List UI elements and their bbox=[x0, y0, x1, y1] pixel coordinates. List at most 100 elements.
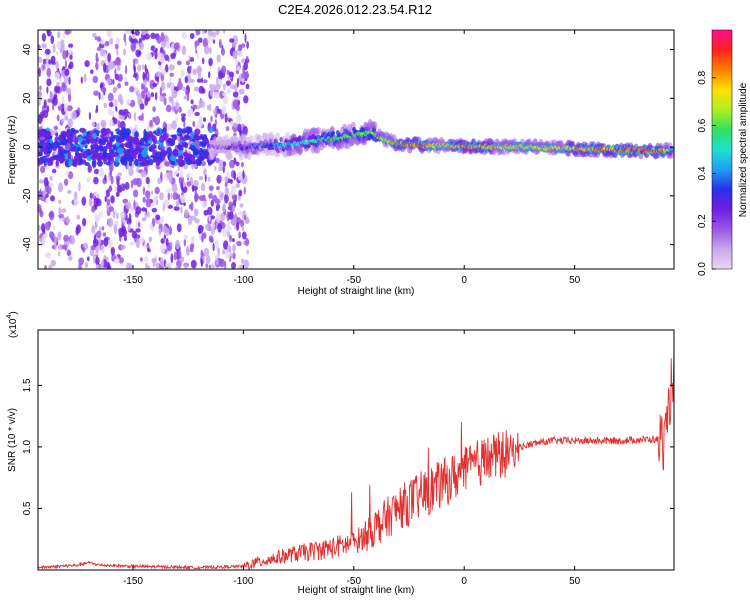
noise-cell bbox=[114, 68, 117, 76]
noise-cell bbox=[117, 119, 121, 130]
noise-cell bbox=[100, 87, 107, 93]
noise-cell bbox=[95, 57, 99, 63]
noise-cell bbox=[237, 50, 243, 57]
noise-cell bbox=[207, 161, 212, 166]
noise-cell bbox=[178, 250, 182, 260]
noise-cell bbox=[216, 206, 219, 212]
noise-cell bbox=[217, 175, 222, 181]
noise-cell bbox=[60, 39, 65, 49]
colorbar-tick-label: 0.2 bbox=[697, 214, 708, 228]
noise-cell bbox=[133, 65, 136, 75]
noise-cell bbox=[83, 73, 87, 83]
noise-cell bbox=[67, 256, 73, 261]
noise-cell bbox=[205, 254, 211, 265]
noise-cell bbox=[133, 189, 139, 198]
noise-cell bbox=[112, 210, 116, 219]
noise-cell bbox=[67, 92, 72, 103]
y-tick-label: 0.5 bbox=[22, 501, 33, 515]
noise-cell bbox=[234, 212, 237, 223]
noise-cell bbox=[246, 41, 249, 49]
noise-cell bbox=[64, 244, 68, 251]
noise-cell bbox=[151, 190, 153, 196]
noise-cell bbox=[88, 112, 91, 120]
noise-cell bbox=[141, 30, 147, 36]
y-tick-label: 1.5 bbox=[22, 378, 33, 392]
noise-cell bbox=[133, 199, 136, 210]
noise-cell bbox=[183, 234, 188, 241]
noise-cell bbox=[84, 60, 90, 68]
noise-cell bbox=[133, 112, 137, 122]
noise-cell bbox=[46, 252, 51, 259]
colorbar-label: Normalized spectral amplitude bbox=[738, 82, 749, 217]
heatmap-y-ticks: -40 -20 0 20 40 bbox=[22, 44, 674, 252]
ridge-cell bbox=[227, 151, 233, 160]
noise-cell bbox=[242, 125, 248, 136]
noise-cell bbox=[121, 225, 126, 235]
noise-cell bbox=[139, 103, 145, 110]
noise-cell bbox=[245, 83, 250, 90]
noise-cell bbox=[68, 43, 74, 49]
noise-cell bbox=[232, 50, 238, 60]
noise-cell bbox=[222, 249, 225, 255]
noise-cell bbox=[139, 257, 143, 262]
noise-cell bbox=[170, 241, 173, 247]
noise-cell bbox=[245, 56, 249, 61]
noise-cell bbox=[39, 150, 43, 157]
noise-cell bbox=[71, 110, 77, 120]
noise-cell bbox=[221, 47, 225, 56]
noise-cell bbox=[39, 207, 42, 215]
noise-cell bbox=[194, 192, 199, 202]
noise-cell bbox=[46, 30, 49, 34]
noise-cell bbox=[95, 61, 99, 70]
noise-cell bbox=[172, 151, 179, 157]
noise-cell bbox=[113, 117, 118, 125]
noise-cell bbox=[92, 75, 99, 84]
noise-cell bbox=[143, 87, 149, 94]
noise-cell bbox=[146, 52, 153, 61]
noise-cell bbox=[147, 90, 151, 99]
noise-cell bbox=[129, 241, 135, 246]
noise-cell bbox=[56, 40, 62, 50]
noise-cell bbox=[202, 30, 205, 36]
noise-cell bbox=[189, 33, 195, 39]
noise-cell bbox=[72, 129, 79, 134]
noise-cell bbox=[144, 97, 149, 106]
noise-cell bbox=[243, 61, 248, 71]
noise-cell bbox=[186, 158, 193, 166]
noise-cell bbox=[141, 217, 147, 222]
noise-cell bbox=[95, 215, 99, 225]
noise-cell bbox=[210, 262, 214, 269]
noise-cell bbox=[38, 114, 43, 124]
noise-cell bbox=[96, 122, 100, 132]
noise-cell bbox=[138, 42, 144, 51]
noise-cell bbox=[88, 197, 93, 207]
noise-cell bbox=[123, 33, 127, 43]
noise-cell bbox=[232, 252, 236, 260]
noise-cell bbox=[108, 186, 113, 191]
noise-cell bbox=[183, 238, 187, 247]
y-tick-label: -20 bbox=[22, 188, 33, 203]
noise-cell bbox=[38, 131, 45, 136]
noise-cell bbox=[200, 249, 204, 258]
noise-cell bbox=[200, 258, 203, 268]
noise-cell bbox=[194, 111, 200, 117]
noise-cell bbox=[161, 40, 166, 49]
noise-cell bbox=[81, 196, 87, 206]
noise-cell bbox=[74, 191, 78, 200]
ridge-cell bbox=[241, 133, 247, 142]
ridge-cell bbox=[248, 135, 254, 143]
noise-cell bbox=[229, 257, 232, 262]
noise-cell bbox=[205, 223, 212, 231]
noise-cell bbox=[60, 130, 67, 136]
noise-cell bbox=[223, 83, 226, 91]
noise-cell bbox=[173, 42, 180, 51]
noise-cell bbox=[57, 251, 61, 257]
noise-cell bbox=[117, 65, 121, 71]
ridge-cell bbox=[316, 127, 321, 135]
noise-cell bbox=[213, 108, 217, 115]
noise-cell bbox=[163, 97, 167, 106]
noise-cell bbox=[120, 213, 125, 219]
noise-cell bbox=[118, 109, 125, 116]
noise-cell bbox=[107, 262, 111, 269]
noise-cell bbox=[109, 64, 116, 69]
